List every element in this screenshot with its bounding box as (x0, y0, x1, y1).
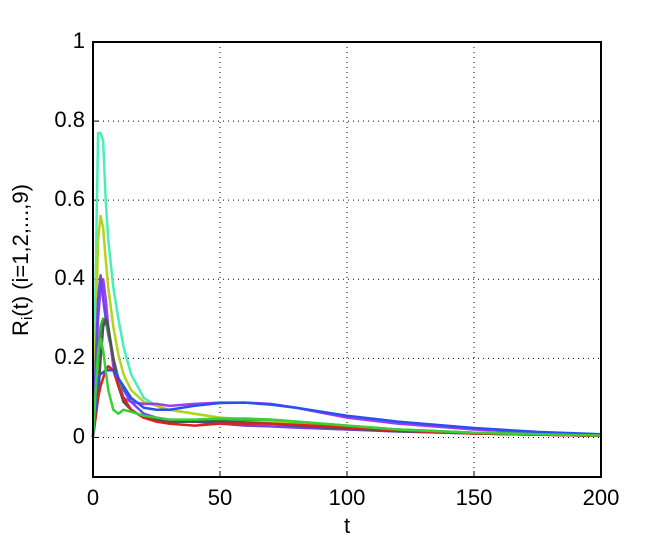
y-label-main: R (8, 320, 33, 336)
plot-frame (92, 41, 602, 478)
y-label-rest: (t) (i=1,2,...,9) (8, 184, 33, 317)
x-tick-label: 200 (583, 485, 620, 510)
series-line (91, 278, 602, 438)
y-axis-label: Ri(t) (i=1,2,...,9) (8, 184, 36, 336)
series-line (91, 274, 602, 438)
x-tick-label: 100 (329, 485, 366, 510)
y-tick-label: 0 (73, 423, 85, 448)
y-tick-label: 0.2 (54, 344, 85, 369)
series-line (91, 131, 602, 438)
y-label-sub: i (19, 317, 36, 320)
series-line (91, 337, 602, 438)
x-axis-label: t (344, 513, 350, 538)
series-line (91, 214, 602, 438)
y-tick-label: 0.8 (54, 107, 85, 132)
y-tick-label: 0.6 (54, 186, 85, 211)
y-tick-label: 0.4 (54, 265, 85, 290)
y-tick-label: 1 (73, 28, 85, 53)
x-tick-label: 0 (87, 485, 99, 510)
x-tick-label: 50 (208, 485, 232, 510)
x-tick-label: 150 (456, 485, 493, 510)
